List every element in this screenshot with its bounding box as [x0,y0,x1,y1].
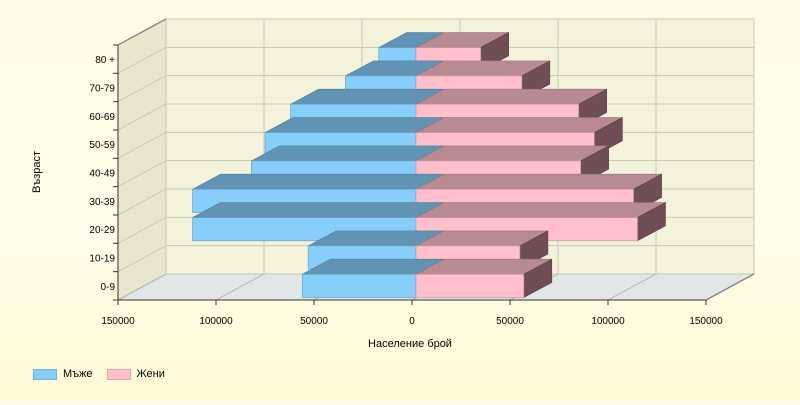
y-tick-label: 30-39 [89,197,115,208]
x-tick-label: 150000 [101,316,135,327]
y-tick-label: 70-79 [89,84,115,95]
legend-swatch-men [33,368,57,380]
legend-item-women[interactable]: Жени [106,368,165,380]
x-axis-title: Население брой [368,338,452,350]
gridline-floor [215,273,265,301]
gridline-side [117,103,167,131]
gridline-side [117,216,167,244]
x-tick-label: 100000 [199,316,233,327]
y-tick-label: 10-19 [89,254,115,265]
bar-left-0 [301,273,417,298]
y-tick-label: 0-9 [101,282,116,293]
gridline-side [117,160,167,188]
floor-right-edge [705,273,755,301]
bar-top-left [264,117,445,133]
bar-top-left [192,173,445,190]
gridline-side [117,131,167,159]
chart-legend: Мъже Жени [33,368,179,380]
gridline-side [117,46,167,74]
x-tick-label: 50000 [496,316,524,327]
bar-top-left [192,202,445,218]
gridline-floor [117,273,167,301]
bar-top-right [415,173,662,190]
legend-label-women: Жени [136,368,165,380]
bar-top-right [415,88,607,105]
gridline-side [117,75,167,103]
gridline-side [117,245,167,273]
y-axis-title: Възраст [31,151,43,193]
y-tick-label: 20-29 [89,225,115,236]
bar-right-0 [415,273,525,298]
chart-bars [192,32,666,298]
legend-swatch-women [106,368,131,380]
x-tick-label: 150000 [689,316,723,327]
chart-axes: 0-9 10-19 20-29 30-39 40-49 50-59 60-69 70-79 80… [89,18,755,327]
y-tick-label: 40-49 [89,169,115,180]
x-tick-label: 0 [409,316,415,327]
x-tick-label: 100000 [591,316,625,327]
y-tick-label: 50-59 [89,140,115,151]
legend-item-men[interactable]: Мъже [33,368,93,380]
legend-label-men: Мъже [63,368,93,380]
side-wall [117,18,167,301]
bar-top-right [415,117,623,133]
y-tick-label: 60-69 [89,112,115,123]
x-tick-label: 50000 [300,316,328,327]
gridline-side [117,188,167,216]
y-tick-label: 80 + [95,55,115,66]
bar-top-left [251,145,445,162]
bar-top-right [415,202,666,218]
bar-top-right [415,145,609,162]
gridline-floor [607,273,657,301]
top-depth-edge [117,18,167,46]
